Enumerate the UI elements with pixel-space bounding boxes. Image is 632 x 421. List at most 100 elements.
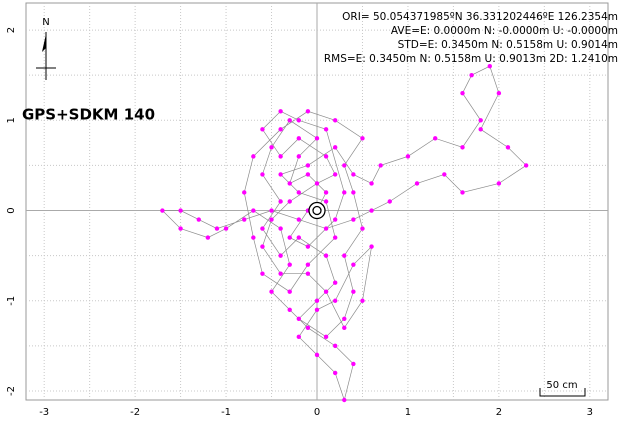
- point: [387, 199, 392, 204]
- point: [251, 235, 256, 240]
- point: [314, 352, 320, 358]
- point: [242, 217, 247, 222]
- point: [351, 172, 356, 177]
- point: [442, 172, 447, 177]
- point: [296, 190, 302, 195]
- point: [351, 289, 356, 294]
- x-tick-label: -2: [130, 407, 140, 418]
- x-tick-label: -1: [221, 407, 231, 418]
- point: [323, 127, 329, 132]
- grid: -3 -2 -1 0 1 2 3 -2 -1 0 1 2: [6, 2, 609, 418]
- point: [305, 262, 311, 267]
- y-tick-label: 0: [6, 207, 17, 213]
- point: [460, 145, 465, 150]
- point: [332, 235, 338, 240]
- point: [296, 154, 302, 159]
- point: [351, 217, 356, 222]
- point: [314, 181, 320, 186]
- point: [332, 343, 338, 349]
- x-tick-label: 2: [496, 407, 502, 418]
- point: [323, 190, 329, 195]
- point: [460, 91, 465, 96]
- point: [433, 136, 438, 141]
- origin-inner: [312, 205, 322, 216]
- point: [305, 163, 311, 168]
- scale-label: 50 cm: [546, 380, 577, 391]
- point: [269, 289, 274, 294]
- point: [196, 217, 201, 222]
- point: [296, 217, 302, 222]
- point: [332, 280, 338, 285]
- point: [314, 298, 320, 303]
- point: [496, 91, 502, 96]
- point: [305, 244, 311, 249]
- point: [296, 235, 302, 240]
- point: [478, 118, 483, 123]
- point: [369, 208, 374, 213]
- point: [287, 307, 292, 312]
- point: [314, 307, 320, 312]
- scale-bar: 50 cm: [539, 380, 586, 397]
- point: [323, 199, 329, 204]
- point: [342, 397, 347, 403]
- point: [323, 289, 329, 294]
- point: [296, 334, 302, 340]
- y-tick-label: -2: [6, 386, 17, 396]
- point: [342, 163, 347, 168]
- point: [223, 226, 229, 231]
- point: [323, 253, 329, 258]
- point: [314, 136, 320, 141]
- point: [296, 118, 302, 123]
- point: [523, 163, 529, 168]
- point: [360, 226, 365, 231]
- point: [378, 163, 383, 168]
- point: [287, 235, 292, 240]
- point: [332, 298, 338, 303]
- point: [360, 136, 365, 141]
- point: [160, 208, 165, 213]
- point: [332, 370, 338, 376]
- scale-line: [539, 388, 586, 397]
- point: [351, 190, 356, 195]
- point: [214, 226, 220, 231]
- point: [332, 145, 338, 150]
- x-tick-label: -3: [39, 407, 49, 418]
- point: [278, 226, 283, 231]
- point: [305, 109, 311, 114]
- point: [323, 334, 329, 340]
- x-tick-label: 0: [314, 407, 320, 418]
- point: [260, 172, 265, 177]
- point: [287, 199, 292, 204]
- point: [260, 244, 265, 249]
- north-head: [42, 34, 46, 52]
- north-label: N: [42, 17, 49, 28]
- point: [351, 361, 356, 367]
- point: [332, 118, 338, 123]
- point: [260, 127, 265, 132]
- info-rms: RMS=E: 0.3450m N: 0.5158m U: 0.9013m 2D:…: [324, 53, 618, 65]
- point: [278, 271, 283, 276]
- point: [405, 154, 411, 159]
- x-tick-label: 1: [405, 407, 411, 418]
- point: [487, 63, 492, 69]
- point: [287, 118, 292, 123]
- info-ori: ORI= 50.054371985ºN 36.331202446ºE 126.2…: [342, 11, 618, 23]
- point: [360, 298, 365, 303]
- y-tick-label: 2: [6, 27, 17, 33]
- point: [323, 226, 329, 231]
- point: [351, 262, 356, 267]
- point: [260, 226, 265, 231]
- point: [369, 181, 374, 186]
- point: [305, 271, 311, 276]
- point: [342, 325, 347, 331]
- point: [278, 109, 283, 114]
- point: [251, 154, 256, 159]
- info-std: STD=E: 0.3450m N: 0.5158m U: 0.9014m: [398, 39, 618, 51]
- point: [369, 244, 374, 249]
- point: [178, 226, 183, 231]
- point: [278, 172, 283, 177]
- point: [242, 190, 247, 195]
- point: [296, 136, 302, 141]
- point: [205, 235, 211, 240]
